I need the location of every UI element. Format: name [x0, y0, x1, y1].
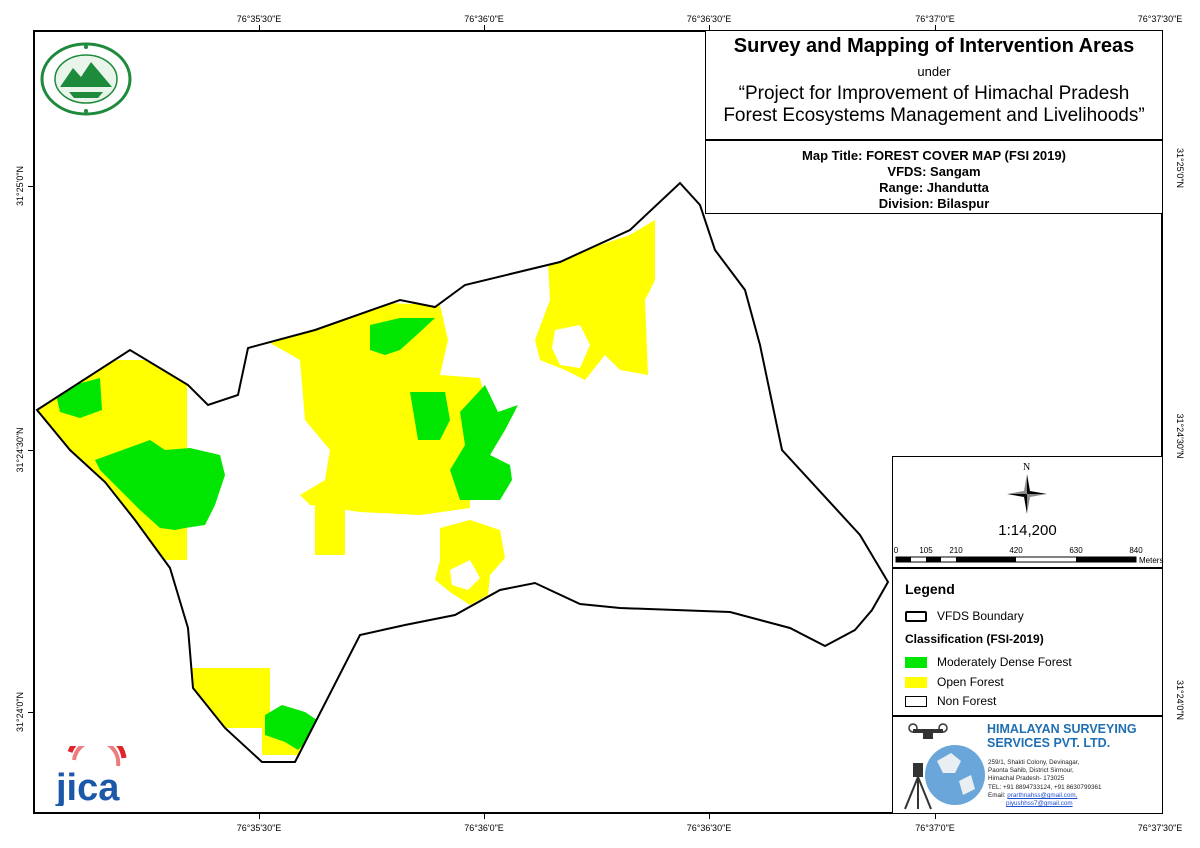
company-phone: TEL: +91 8894733124, +91 8630799361	[988, 783, 1102, 791]
lat-label-right: 31°25'0"N	[1175, 147, 1185, 189]
classification-title: Classification (FSI-2019)	[905, 632, 1044, 646]
company-name: HIMALAYAN SURVEYING SERVICES PVT. LTD.	[987, 722, 1137, 750]
boundary-swatch	[905, 610, 927, 622]
north-label: N	[1023, 462, 1031, 473]
scale-label: 840	[1129, 546, 1143, 555]
scale-label: 105	[919, 546, 933, 555]
mdf-swatch	[905, 656, 927, 668]
scale-unit: Meters	[1139, 556, 1164, 565]
title-under: under	[917, 64, 951, 79]
lon-label-top: 76°37'0"E	[915, 14, 955, 24]
email-link-1[interactable]: prarthnahss@gmail.com,	[1007, 791, 1078, 799]
legend-item-nf: Non Forest	[905, 694, 996, 708]
lat-label-left: 31°24'30"N	[15, 427, 25, 473]
map-info-box: Map Title: FOREST COVER MAP (FSI 2019) V…	[705, 140, 1163, 214]
tick-mark	[484, 814, 485, 819]
legend-title: Legend	[905, 581, 955, 597]
tick-mark	[709, 814, 710, 819]
jica-logo-icon: jica	[55, 746, 127, 806]
tick-mark	[28, 450, 33, 451]
map-title-text: Map Title: FOREST COVER MAP (FSI 2019)	[802, 148, 1066, 163]
tick-mark	[935, 25, 936, 30]
tick-mark	[709, 25, 710, 30]
lat-label-right: 31°24'30"N	[1175, 413, 1185, 459]
map-main-title: Survey and Mapping of Intervention Areas	[733, 35, 1135, 57]
legend-boundary-row: VFDS Boundary	[905, 609, 1024, 623]
legend-item-of: Open Forest	[905, 675, 1004, 689]
legend-box: Legend VFDS Boundary Classification (FSI…	[892, 568, 1163, 716]
of-swatch	[905, 676, 927, 688]
lat-label-left: 31°25'0"N	[15, 165, 25, 207]
tick-mark	[935, 814, 936, 819]
scale-label: 0	[893, 546, 899, 555]
non-forest-holes	[450, 325, 590, 590]
company-name-line2: SERVICES PVT. LTD.	[987, 736, 1111, 750]
address-line: Himachal Pradesh- 173025	[988, 775, 1065, 783]
lon-label-top: 76°36'30"E	[686, 14, 732, 24]
lon-label-top: 76°35'30"E	[236, 14, 282, 24]
legend-item-label: Non Forest	[937, 694, 997, 708]
address-line: Paonta Sahib, District Sirmour,	[988, 767, 1074, 775]
legend-item-mdf: Moderately Dense Forest	[905, 655, 1072, 669]
lon-label-bottom: 76°37'0"E	[915, 823, 955, 833]
north-arrow-icon	[1007, 474, 1047, 514]
lon-label-bottom: 76°36'0"E	[464, 823, 504, 833]
nf-swatch	[905, 695, 927, 707]
title-box: Survey and Mapping of Intervention Areas…	[705, 30, 1163, 140]
range-text: Range: Jhandutta	[879, 180, 989, 195]
company-address: 259/1, Shakti Colony, Devinagar, Paonta …	[988, 759, 1101, 808]
company-name-line1: HIMALAYAN SURVEYING	[987, 722, 1137, 736]
legend-boundary-label: VFDS Boundary	[937, 609, 1024, 623]
tick-mark	[259, 25, 260, 30]
scale-label: 420	[1009, 546, 1023, 555]
lon-label-top: 76°37'30"E	[1137, 14, 1183, 24]
address-line: 259/1, Shakti Colony, Devinagar,	[988, 759, 1080, 766]
lon-label-bottom: 76°36'30"E	[686, 823, 732, 833]
scale-label: 630	[1069, 546, 1083, 555]
tick-mark	[28, 712, 33, 713]
tick-mark	[28, 186, 33, 187]
scale-label: 210	[949, 546, 963, 555]
company-box: HIMALAYAN SURVEYING SERVICES PVT. LTD. 2…	[892, 716, 1163, 814]
legend-item-label: Moderately Dense Forest	[937, 655, 1072, 669]
project-title-line1: “Project for Improvement of Himachal Pra…	[738, 83, 1130, 104]
lat-label-right: 31°24'0"N	[1175, 679, 1185, 721]
forest-department-emblem-icon	[40, 42, 132, 116]
email-link-2[interactable]: piyushhss7@gmail.com	[1006, 800, 1073, 808]
scale-box: N 1:14,200 0 105 210 420 630 840 Meters	[892, 456, 1163, 568]
scale-bar	[895, 556, 1137, 563]
tick-mark	[484, 25, 485, 30]
email-label: Email:	[988, 791, 1006, 799]
jica-wordmark: jica	[55, 767, 120, 806]
drone-globe-surveyor-icon	[904, 723, 985, 810]
lon-label-bottom: 76°37'30"E	[1137, 823, 1183, 833]
legend-item-label: Open Forest	[937, 675, 1004, 689]
lon-label-top: 76°36'0"E	[464, 14, 504, 24]
scale-ratio: 1:14,200	[998, 522, 1057, 539]
lon-label-bottom: 76°35'30"E	[236, 823, 282, 833]
vfds-text: VFDS: Sangam	[887, 164, 981, 179]
project-title-line2: Forest Ecosystems Management and Livelih…	[723, 105, 1145, 126]
lat-label-left: 31°24'0"N	[15, 691, 25, 733]
tick-mark	[259, 814, 260, 819]
division-text: Division: Bilaspur	[878, 196, 990, 211]
vfds-boundary	[35, 181, 890, 763]
